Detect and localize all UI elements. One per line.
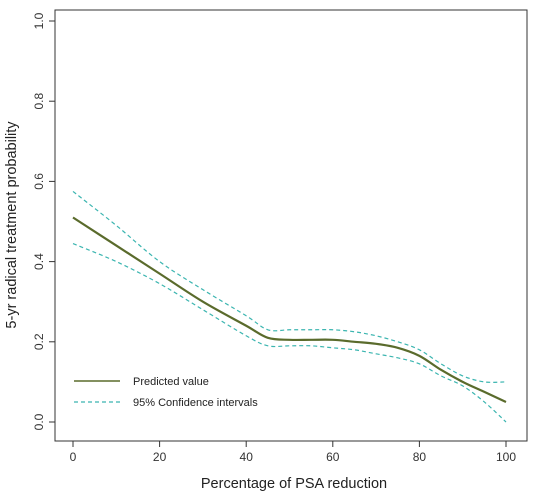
ci-upper-line [72, 190, 507, 383]
axis-ticks: 0 20 40 60 80 100 0.0 0.2 0.4 0.6 0.8 1.0 [32, 12, 516, 464]
x-tick-label: 20 [153, 450, 167, 464]
y-tick-label: 0.8 [32, 93, 46, 110]
y-tick-label: 0.0 [32, 413, 46, 430]
y-tick-label: 1.0 [32, 12, 46, 29]
series-lines [72, 190, 507, 423]
y-tick-label: 0.4 [32, 253, 46, 270]
x-tick-label: 100 [496, 450, 516, 464]
ci-lower-line [72, 243, 507, 423]
x-tick-label: 40 [240, 450, 254, 464]
predicted-value-line [72, 216, 507, 403]
x-axis-title: Percentage of PSA reduction [201, 476, 387, 492]
plot-frame [54, 9, 528, 442]
y-axis-title: 5-yr radical treatment probability [4, 121, 20, 329]
y-tick-label: 0.2 [32, 333, 46, 350]
x-tick-label: 0 [70, 450, 77, 464]
legend-label: 95% Confidence intervals [133, 397, 258, 409]
x-tick-label: 60 [326, 450, 340, 464]
x-tick-label: 80 [413, 450, 427, 464]
y-tick-label: 0.6 [32, 173, 46, 190]
legend-label: Predicted value [133, 376, 209, 388]
legend: Predicted value 95% Confidence intervals [74, 376, 258, 409]
